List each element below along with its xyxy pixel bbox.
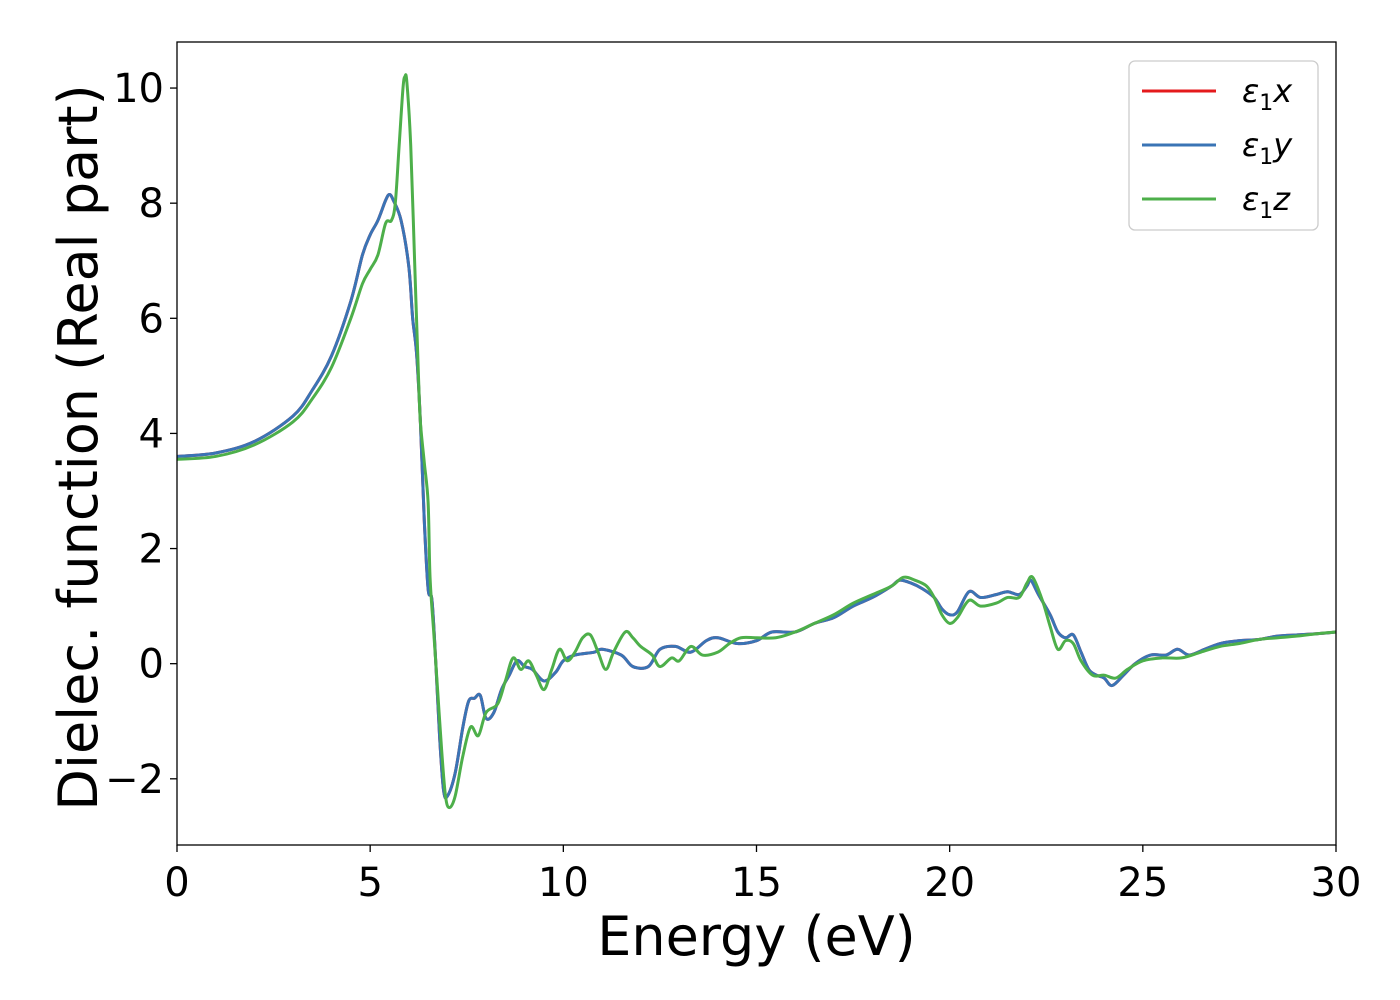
x-tick-label: 30 <box>1311 860 1362 906</box>
legend-label-y: ε1y <box>1242 126 1293 170</box>
legend-label-x: ε1x <box>1242 72 1293 116</box>
y-tick-label: 4 <box>139 411 164 457</box>
y-axis: −2 0 2 4 6 8 10 <box>105 66 177 803</box>
y-tick-label: 0 <box>139 642 164 688</box>
x-tick-label: 5 <box>357 860 382 906</box>
x-tick-label: 0 <box>164 860 189 906</box>
x-tick-label: 15 <box>731 860 782 906</box>
y-tick-label: 10 <box>113 66 164 112</box>
series-line-z <box>177 73 1336 810</box>
legend: ε1x ε1y ε1z <box>1128 60 1319 231</box>
legend-label-z: ε1z <box>1242 180 1291 224</box>
y-tick-label: −2 <box>105 757 164 803</box>
y-axis-title: Dielec. function (Real part) <box>47 84 110 810</box>
y-tick-label: 8 <box>139 181 164 227</box>
y-tick-label: 6 <box>139 296 164 342</box>
legend-box <box>1128 60 1319 231</box>
y-tick-label: 2 <box>139 527 164 573</box>
x-axis-title: Energy (eV) <box>597 905 916 968</box>
x-axis: 0 5 10 15 20 25 30 <box>164 845 1361 906</box>
plot-lines <box>177 73 1336 810</box>
x-tick-label: 20 <box>924 860 975 906</box>
x-tick-label: 25 <box>1117 860 1168 906</box>
x-tick-label: 10 <box>538 860 589 906</box>
